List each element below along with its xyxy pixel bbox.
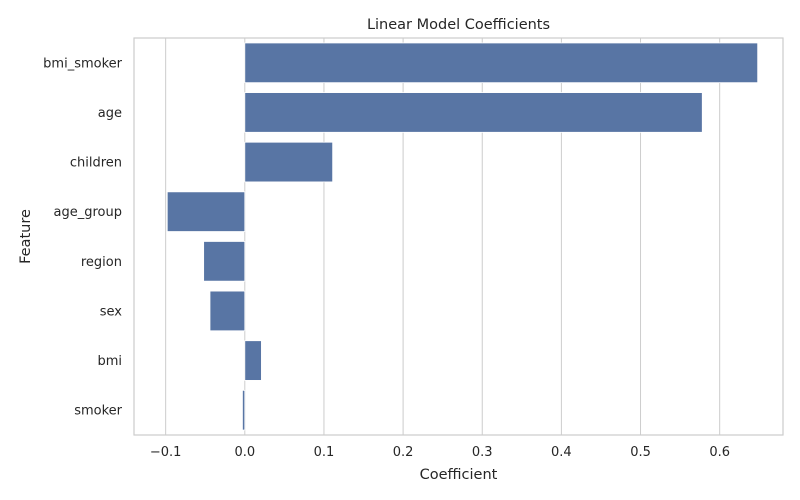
x-tick-label: 0.6 [709, 445, 730, 460]
y-tick-label: region [81, 255, 122, 270]
x-tick-label: 0.3 [472, 445, 493, 460]
bar-children [244, 141, 334, 183]
plot-border [133, 37, 784, 436]
y-axis-label: Feature [18, 209, 34, 264]
x-axis-label: Coefficient [420, 467, 498, 483]
y-tick-label: bmi [97, 354, 122, 369]
bar-age-group [166, 191, 246, 232]
bar-bmi [244, 340, 262, 381]
x-tick-label: 0.4 [551, 445, 572, 460]
bar-smoker [242, 389, 246, 431]
y-tick-label: smoker [74, 404, 122, 419]
x-tick-label: 0.5 [630, 445, 651, 460]
x-tick-label: −0.1 [150, 445, 182, 460]
x-tick-label: 0.2 [393, 445, 414, 460]
bars [166, 42, 759, 431]
y-tick-label: sex [100, 304, 123, 319]
y-tick-label: children [70, 156, 122, 171]
bar-bmi-smoker [244, 42, 759, 84]
plot-frame [133, 37, 784, 436]
y-tick-label: bmi_smoker [43, 56, 122, 71]
chart-title: Linear Model Coefficients [367, 17, 550, 33]
x-tick-label: 0.1 [314, 445, 335, 460]
y-tick-label: age [98, 106, 122, 121]
x-tick-label: 0.0 [234, 445, 255, 460]
bar-age [244, 92, 703, 133]
bar-sex [209, 290, 246, 332]
y-tick-label: age_group [54, 205, 122, 220]
bar-region [203, 241, 246, 282]
x-axis-ticks: −0.1 0.0 0.1 0.2 0.3 0.4 0.5 0.6 [150, 445, 730, 460]
